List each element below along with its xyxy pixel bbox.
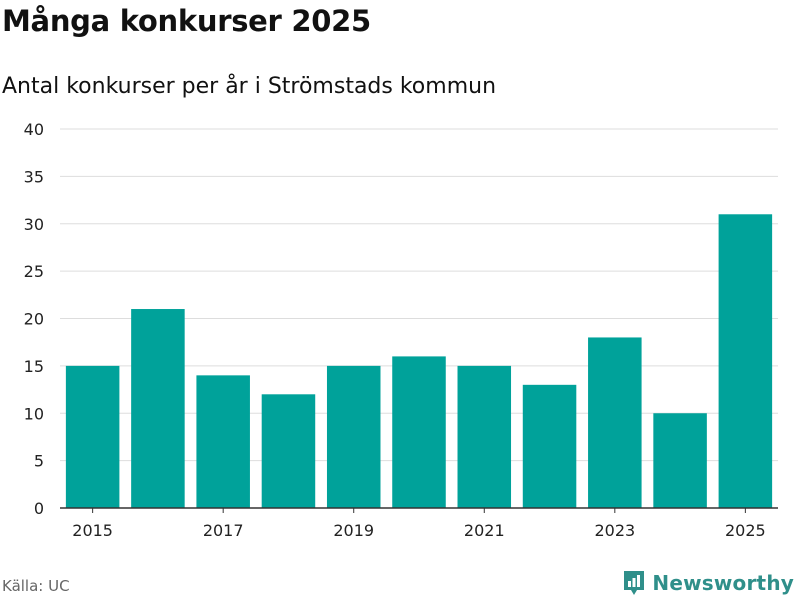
newsworthy-logo-icon	[624, 571, 645, 595]
source-note: Källa: UC	[2, 577, 70, 595]
x-tick-label: 2025	[725, 521, 766, 540]
bars	[65, 214, 773, 508]
y-tick-label: 0	[34, 499, 44, 518]
bar-2023[interactable]	[588, 337, 642, 508]
y-tick-label: 10	[24, 404, 44, 423]
brand-logo[interactable]: Newsworthy	[622, 569, 794, 597]
y-tick-label: 5	[34, 452, 44, 471]
y-tick-label: 35	[24, 167, 44, 186]
y-tick-label: 20	[24, 310, 44, 329]
chart-subtitle: Antal konkurser per år i Strömstads komm…	[2, 74, 497, 99]
bar-2015[interactable]	[65, 365, 120, 508]
y-tick-label: 30	[24, 215, 44, 234]
x-tick-label: 2023	[594, 521, 635, 540]
y-axis-labels: 0 5 10 15 20 25 30 35 40	[24, 120, 44, 518]
chart-title: Många konkurser 2025	[2, 4, 371, 38]
bar-2018[interactable]	[261, 394, 316, 508]
bar-2019[interactable]	[326, 365, 381, 508]
bar-2016[interactable]	[131, 309, 185, 508]
bar-2024[interactable]	[653, 413, 707, 508]
y-tick-label: 25	[24, 262, 44, 281]
bar-2025[interactable]	[718, 214, 773, 508]
x-tick-label: 2015	[72, 521, 113, 540]
bar-2022[interactable]	[522, 384, 577, 508]
y-tick-label: 40	[24, 120, 44, 139]
x-tick-label: 2019	[333, 521, 374, 540]
bar-2017[interactable]	[196, 375, 250, 508]
y-tick-label: 15	[24, 357, 44, 376]
x-axis-labels: 2015 2017 2019 2021 2023 2025	[72, 508, 766, 540]
bar-2020[interactable]	[392, 356, 446, 508]
x-tick-label: 2021	[464, 521, 505, 540]
bar-2021[interactable]	[457, 365, 512, 508]
brand-name: Newsworthy	[652, 571, 794, 595]
x-tick-label: 2017	[203, 521, 244, 540]
